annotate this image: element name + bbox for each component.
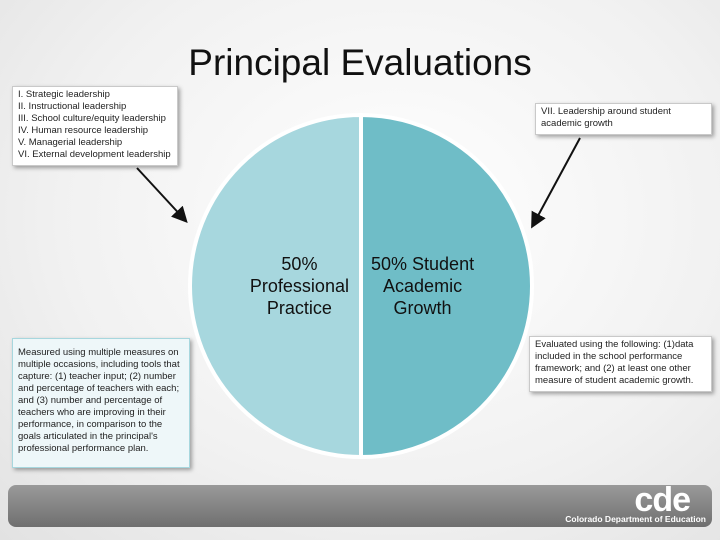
slice-label: 50% Professional Practice bbox=[234, 253, 364, 319]
slice-label: 50% Student Academic Growth bbox=[358, 253, 488, 319]
list-item: VI. External development leadership bbox=[18, 149, 171, 160]
value-label: 50% bbox=[370, 254, 408, 274]
chart-title: Principal Evaluations bbox=[188, 42, 532, 83]
footer-bar: cde Colorado Department of Education bbox=[8, 481, 712, 527]
category-label: Professional Practice bbox=[249, 276, 349, 318]
arrow bbox=[136, 167, 188, 223]
arrow bbox=[531, 137, 581, 229]
annotation-box: Measured using multiple measures on mult… bbox=[12, 338, 190, 468]
list-item: IV. Human resource leadership bbox=[18, 125, 149, 136]
annotation-box: Evaluated using the following: (1)data i… bbox=[529, 336, 712, 392]
agency-name: Colorado Department of Education bbox=[565, 514, 706, 524]
annotation-box: VII. Leadership around student academic … bbox=[535, 103, 712, 135]
pie-slice bbox=[359, 112, 534, 460]
list-item: II. Instructional leadership bbox=[18, 101, 127, 112]
category-label: Student Academic Growth bbox=[383, 254, 475, 318]
annotation-box: I. Strategic leadership II. Instructional… bbox=[12, 86, 178, 166]
logo: cde bbox=[634, 481, 691, 519]
list-item: I. Strategic leadership bbox=[18, 89, 110, 100]
list-item: III. School culture/equity leadership bbox=[18, 113, 166, 124]
list-item: V. Managerial leadership bbox=[18, 137, 123, 148]
pie-slice bbox=[188, 112, 363, 460]
value-label: 50% bbox=[281, 254, 318, 274]
